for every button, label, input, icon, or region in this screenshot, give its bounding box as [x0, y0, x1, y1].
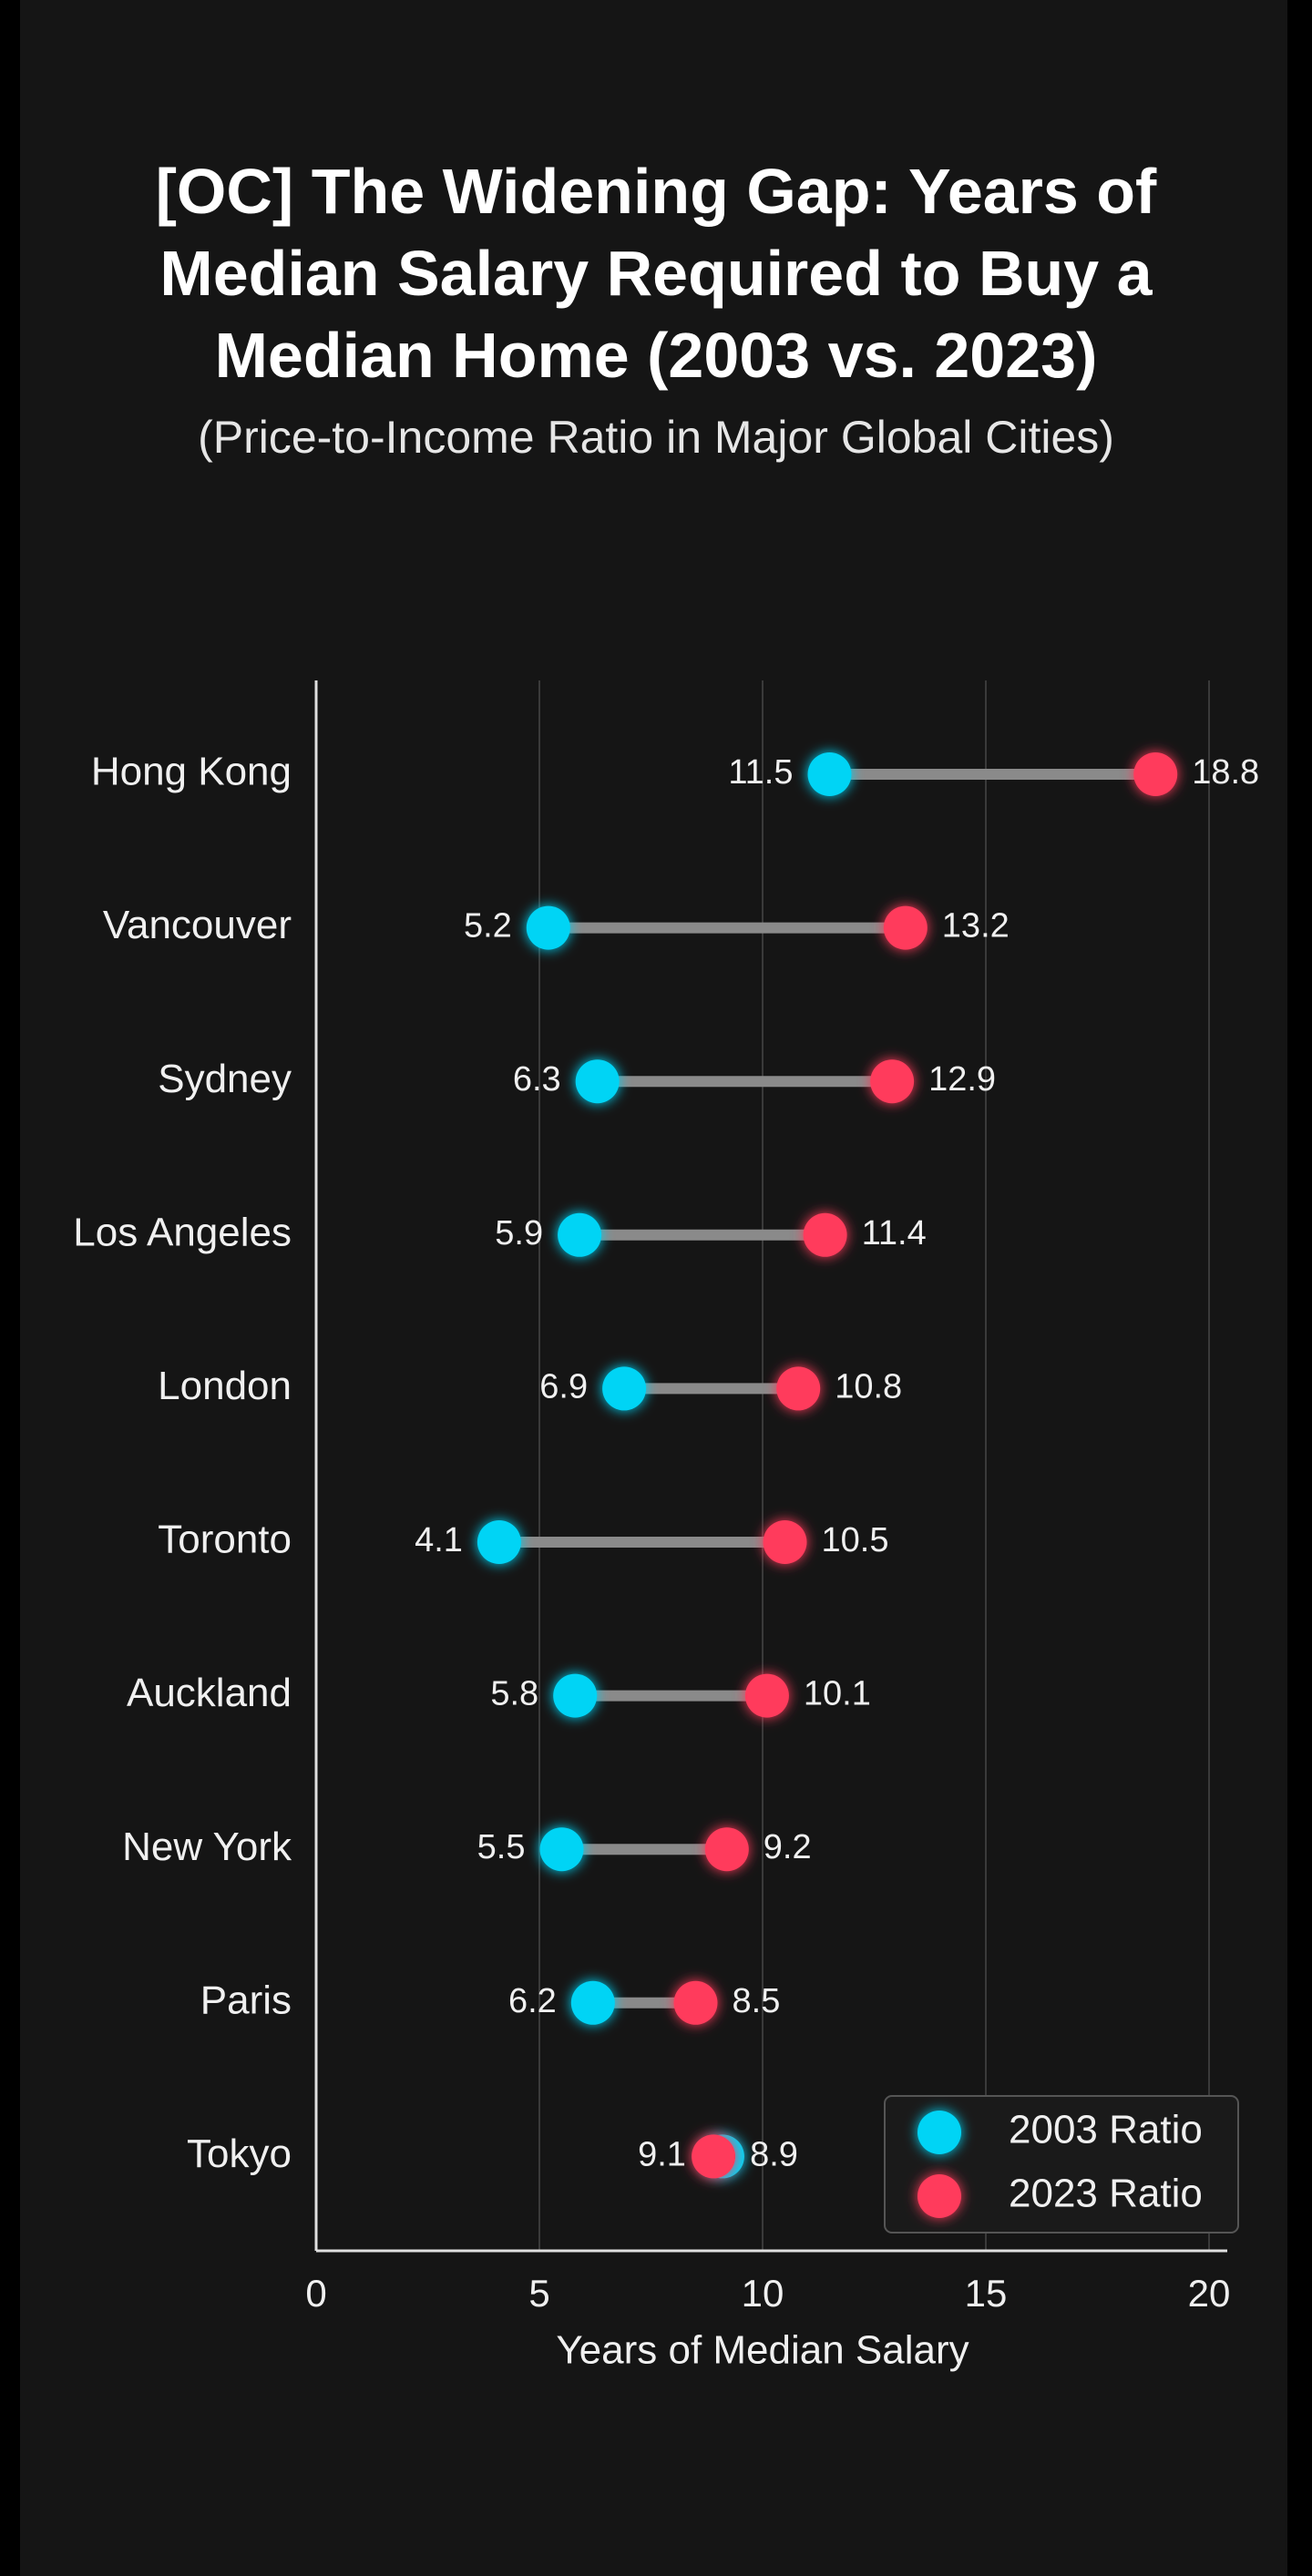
- value-label: 13.2: [942, 907, 1010, 946]
- value-label: 18.8: [1192, 753, 1259, 792]
- dot: [575, 1059, 620, 1104]
- dot: [763, 1520, 807, 1564]
- value-label: 5.5: [477, 1828, 526, 1866]
- y-tick-label: Los Angeles: [73, 1210, 292, 1254]
- dot: [602, 1366, 647, 1411]
- dot: [692, 2134, 736, 2179]
- dot: [477, 1520, 521, 1564]
- x-tick-label: 5: [528, 2272, 549, 2315]
- legend-marker: [917, 2111, 961, 2154]
- y-tick-label: Toronto: [158, 1518, 292, 1562]
- dot: [1133, 752, 1178, 796]
- legend-label: 2023 Ratio: [1009, 2172, 1203, 2216]
- dot: [553, 1673, 598, 1718]
- dot: [673, 1980, 718, 2025]
- value-label: 6.3: [513, 1060, 561, 1099]
- dot: [744, 1673, 789, 1718]
- chart-title: [OC] The Widening Gap: Years of Median S…: [155, 156, 1157, 391]
- y-tick-label: Vancouver: [103, 903, 292, 947]
- value-label: 6.2: [508, 1982, 557, 2020]
- legend-label: 2003 Ratio: [1009, 2108, 1203, 2152]
- dot: [807, 752, 852, 796]
- y-tick-label: Tokyo: [187, 2131, 292, 2176]
- value-label: 5.8: [490, 1675, 538, 1713]
- x-axis-label: Years of Median Salary: [556, 2328, 969, 2373]
- dot: [704, 1827, 749, 1872]
- value-label: 12.9: [928, 1060, 996, 1099]
- dot: [558, 1212, 602, 1257]
- value-label: 9.2: [764, 1828, 812, 1866]
- legend-box: [884, 2095, 1239, 2234]
- x-tick-label: 0: [305, 2272, 326, 2315]
- y-tick-label: Hong Kong: [91, 750, 292, 794]
- dot: [570, 1980, 615, 2025]
- y-tick-label: New York: [122, 1825, 292, 1869]
- value-label: 9.1: [638, 2135, 686, 2173]
- dot: [803, 1212, 847, 1257]
- value-label: 10.5: [822, 1521, 889, 1559]
- value-label: 10.1: [804, 1675, 871, 1713]
- dot: [539, 1827, 584, 1872]
- y-tick-label: Auckland: [127, 1671, 292, 1715]
- dot: [776, 1366, 821, 1411]
- y-tick-label: Sydney: [158, 1057, 292, 1101]
- value-label: 5.2: [464, 907, 512, 946]
- dot: [870, 1059, 915, 1104]
- y-tick-label: Paris: [200, 1978, 292, 2022]
- value-label: 10.8: [835, 1367, 902, 1406]
- chart-subtitle: (Price-to-Income Ratio in Major Global C…: [198, 412, 1114, 463]
- value-label: 6.9: [539, 1367, 588, 1406]
- legend-marker: [917, 2174, 961, 2218]
- x-tick-label: 20: [1188, 2272, 1231, 2315]
- value-label: 11.5: [728, 753, 793, 792]
- dot: [883, 905, 928, 950]
- value-label: 5.9: [495, 1214, 543, 1252]
- y-tick-label: London: [158, 1364, 292, 1408]
- dot: [526, 905, 570, 950]
- value-label: 4.1: [415, 1521, 463, 1559]
- value-label: 11.4: [862, 1214, 927, 1252]
- value-label: 8.5: [733, 1982, 781, 2020]
- x-tick-label: 10: [742, 2272, 784, 2315]
- value-label: 8.9: [750, 2135, 798, 2173]
- x-tick-label: 15: [965, 2272, 1008, 2315]
